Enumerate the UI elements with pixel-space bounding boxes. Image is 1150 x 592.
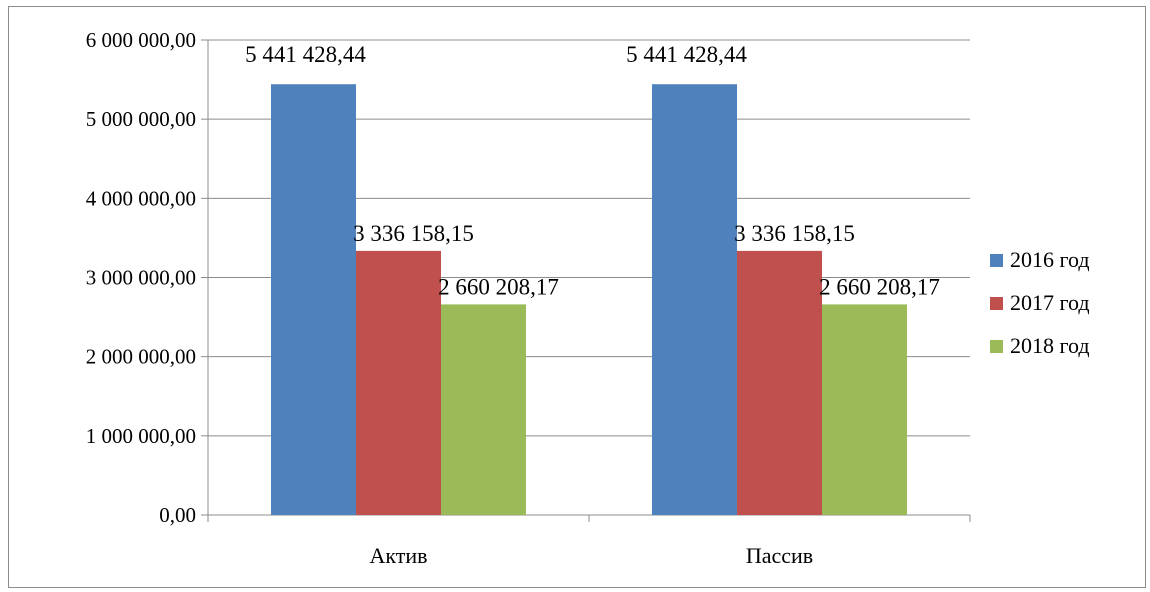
x-category-label: Актив — [369, 543, 427, 568]
y-tick-label: 1 000 000,00 — [86, 424, 196, 448]
y-tick-label: 6 000 000,00 — [86, 28, 196, 52]
y-tick-label: 4 000 000,00 — [86, 186, 196, 210]
x-category-label: Пассив — [746, 543, 813, 568]
bar-3-1 — [441, 304, 526, 515]
y-tick-label: 0,00 — [159, 503, 196, 527]
bar-1-2 — [652, 84, 737, 515]
data-label: 3 336 158,15 — [734, 221, 855, 246]
data-label: 5 441 428,44 — [245, 42, 366, 67]
legend-swatch-1 — [990, 254, 1003, 267]
data-label: 3 336 158,15 — [353, 221, 474, 246]
y-tick-label: 5 000 000,00 — [86, 107, 196, 131]
bar-3-2 — [822, 304, 907, 515]
data-label: 2 660 208,17 — [819, 274, 940, 299]
bar-2-2 — [737, 251, 822, 515]
data-label: 2 660 208,17 — [438, 274, 559, 299]
y-tick-label: 2 000 000,00 — [86, 345, 196, 369]
legend-label: 2018 год — [1010, 333, 1090, 358]
bar-2-1 — [356, 251, 441, 515]
bar-1-1 — [271, 84, 356, 515]
legend-swatch-2 — [990, 297, 1003, 310]
data-label: 5 441 428,44 — [626, 42, 747, 67]
legend-label: 2017 год — [1010, 290, 1090, 315]
legend-label: 2016 год — [1010, 247, 1090, 272]
y-tick-label: 3 000 000,00 — [86, 266, 196, 290]
legend-swatch-3 — [990, 340, 1003, 353]
